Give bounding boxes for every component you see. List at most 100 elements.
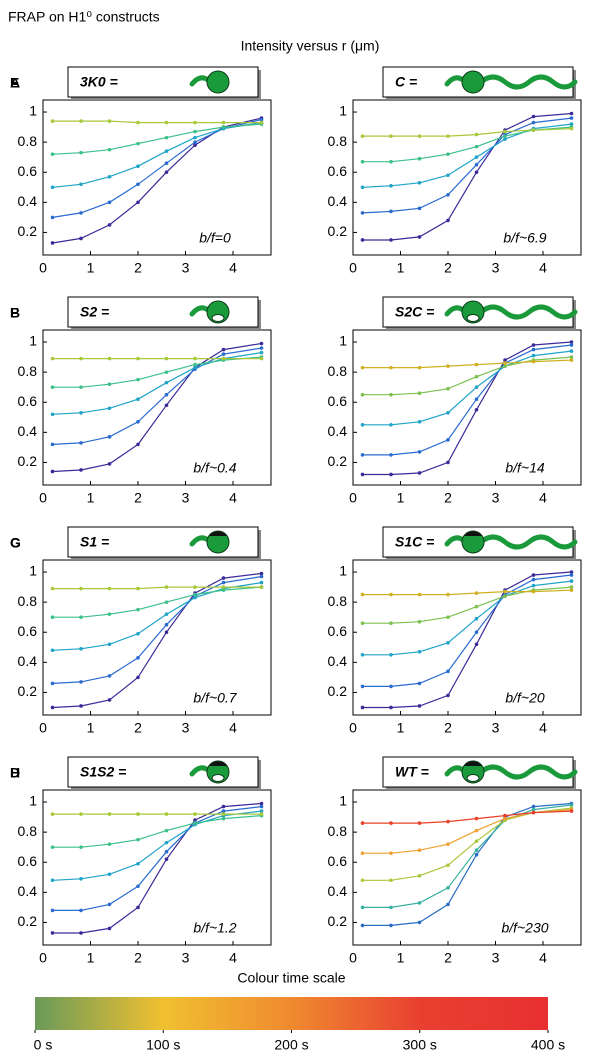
icon-tail	[478, 764, 578, 780]
data-point	[79, 150, 83, 155]
data-point	[136, 182, 140, 187]
fit-curve	[52, 119, 262, 218]
data-point	[474, 397, 479, 402]
data-point	[531, 577, 536, 582]
fit-curve	[52, 120, 262, 124]
fit-curve	[52, 582, 262, 651]
data-point	[474, 132, 479, 137]
y-tick-label: 0.4	[328, 193, 348, 209]
data-point	[50, 356, 55, 361]
annotation: b/f~14	[505, 460, 545, 476]
data-point	[259, 580, 264, 585]
x-tick-label: 1	[87, 260, 95, 276]
y-tick-label: 0.6	[328, 853, 348, 869]
data-point	[474, 828, 479, 833]
data-point	[446, 173, 450, 178]
data-point	[221, 588, 226, 592]
x-tick-label: 0	[39, 260, 47, 276]
y-tick-label: 1	[29, 103, 37, 119]
x-tick-label: 0	[39, 490, 47, 506]
x-tick-label: 4	[229, 490, 237, 506]
data-point	[136, 442, 140, 447]
fit-curve	[362, 112, 572, 241]
data-point	[389, 209, 393, 214]
plot-frame	[352, 99, 582, 256]
data-point	[136, 905, 140, 910]
annotation: b/f~20	[505, 690, 545, 706]
data-point	[107, 612, 112, 616]
data-point	[79, 441, 83, 445]
fit-curve	[52, 347, 262, 445]
data-point	[107, 842, 112, 846]
data-point	[417, 649, 422, 654]
fit-curve	[52, 356, 262, 388]
data-point	[164, 812, 169, 816]
x-tick-label: 1	[397, 490, 405, 506]
data-point	[107, 586, 112, 591]
construct-label: S1C =	[395, 534, 434, 550]
data-point	[417, 704, 422, 708]
data-point	[360, 684, 365, 689]
data-point	[136, 377, 140, 382]
data-point	[50, 648, 55, 653]
data-point	[164, 149, 169, 153]
panel-letter: H	[10, 765, 20, 781]
data-point	[389, 621, 393, 626]
data-point	[164, 849, 169, 854]
data-point	[79, 646, 83, 651]
data-point	[136, 861, 140, 866]
data-point	[221, 356, 226, 361]
x-tick-label: 2	[134, 260, 142, 276]
colorbar-tick-label: 100 s	[146, 1037, 180, 1053]
data-point	[221, 347, 226, 352]
x-tick-label: 4	[539, 490, 547, 506]
construct-label: 3K0 =	[80, 74, 118, 90]
data-point	[531, 359, 536, 364]
fit-curve	[362, 571, 572, 709]
y-tick-label: 0.4	[328, 653, 348, 669]
icon-cap	[464, 531, 482, 536]
data-point	[569, 116, 574, 120]
data-point	[569, 343, 574, 347]
construct-label: S1S2 =	[80, 764, 126, 780]
data-point	[79, 119, 83, 123]
data-point	[569, 570, 574, 574]
data-point	[259, 120, 264, 125]
data-point	[164, 840, 169, 845]
data-point	[136, 607, 140, 612]
data-point	[569, 585, 574, 589]
x-tick-label: 3	[492, 260, 500, 276]
data-point	[50, 845, 55, 849]
data-point	[446, 592, 450, 597]
data-point	[164, 135, 169, 140]
plot-frame	[352, 329, 582, 486]
fit-curve	[362, 128, 572, 137]
icon-mouth	[466, 314, 480, 322]
y-tick-label: 0.2	[328, 223, 348, 239]
data-point	[164, 630, 169, 635]
data-point	[164, 403, 169, 408]
panel-letter: A	[10, 75, 20, 91]
data-point	[446, 669, 450, 674]
data-point	[446, 886, 450, 890]
data-point	[193, 143, 197, 147]
data-point	[164, 380, 169, 385]
data-point	[474, 170, 479, 175]
panel-letter: C	[10, 535, 20, 551]
y-tick-label: 0.6	[328, 393, 348, 409]
data-point	[360, 923, 365, 928]
icon-mouth	[211, 314, 225, 322]
x-tick-label: 4	[539, 260, 547, 276]
data-point	[503, 137, 507, 141]
data-point	[503, 134, 507, 138]
data-point	[531, 128, 536, 132]
data-point	[503, 358, 507, 362]
data-point	[417, 592, 422, 597]
y-tick-label: 0.2	[18, 453, 38, 469]
data-point	[531, 353, 536, 358]
panel-letter: E	[10, 75, 19, 91]
data-point	[164, 600, 169, 604]
y-tick-label: 0.6	[328, 163, 348, 179]
icon-tail	[478, 74, 578, 90]
